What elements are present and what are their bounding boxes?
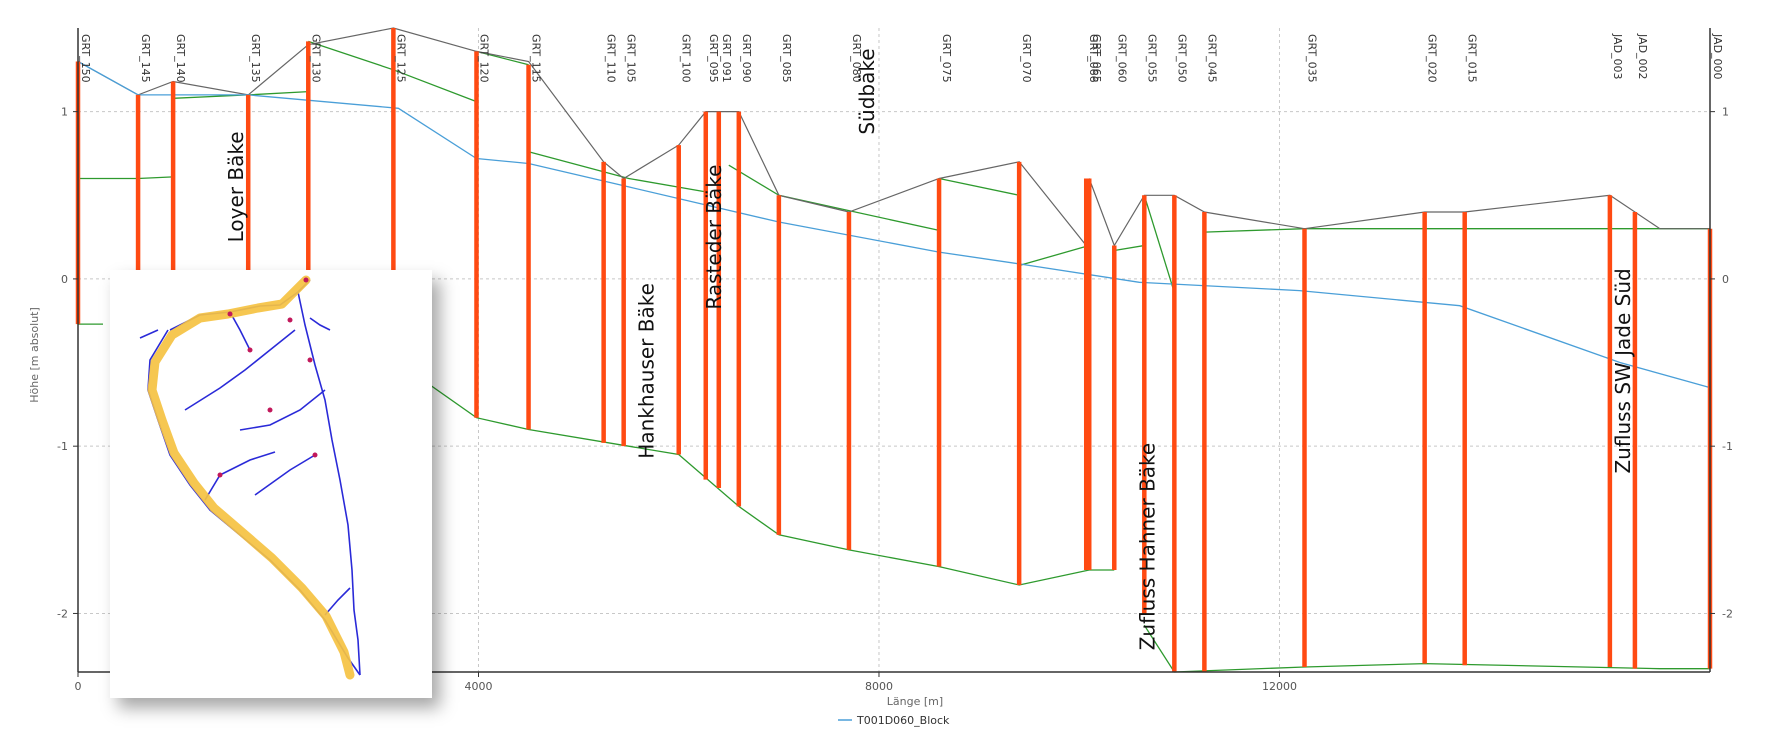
x-axis-label: Länge [m] bbox=[887, 695, 943, 708]
map-marker bbox=[217, 472, 223, 478]
section-label: GRT_066 bbox=[1087, 34, 1100, 83]
section-label: GRT_075 bbox=[940, 34, 953, 83]
map-marker bbox=[307, 357, 313, 363]
section-label: GRT_085 bbox=[780, 34, 793, 83]
river-annotation: Rasteder Bäke bbox=[702, 165, 726, 310]
river-annotation: Hankhauser Bäke bbox=[635, 283, 659, 459]
river-annotation: Zufluss SW Jade Süd bbox=[1611, 268, 1635, 473]
section-label: GRT_145 bbox=[139, 34, 152, 83]
y-tick-label-left: 1 bbox=[61, 106, 68, 119]
network-branch bbox=[309, 317, 331, 331]
map-marker bbox=[247, 347, 253, 353]
network-branch bbox=[297, 291, 361, 676]
map-marker bbox=[312, 452, 318, 458]
river-annotation: Zufluss Hahner Bäke bbox=[1135, 443, 1159, 651]
section-label: GRT_105 bbox=[625, 34, 638, 83]
y-tick-label-left: -2 bbox=[57, 607, 68, 620]
section-label: JAD_003 bbox=[1611, 33, 1624, 80]
bank-line-segment bbox=[1019, 244, 1090, 267]
section-label: GRT_015 bbox=[1466, 34, 1479, 83]
network-branch bbox=[139, 329, 159, 339]
legend: T001D060_Block bbox=[838, 714, 950, 727]
bank-line-segment bbox=[78, 176, 174, 180]
section-label: GRT_070 bbox=[1020, 34, 1033, 83]
map-marker bbox=[287, 317, 293, 323]
section-label: GRT_125 bbox=[394, 34, 407, 83]
map-marker bbox=[227, 311, 233, 317]
section-label: GRT_095 bbox=[707, 34, 720, 83]
y-tick-label-left: 0 bbox=[61, 273, 68, 286]
section-label: GRT_120 bbox=[477, 34, 490, 83]
section-label: GRT_050 bbox=[1175, 34, 1188, 83]
network-branch bbox=[184, 329, 296, 411]
y-tick-label-right: 1 bbox=[1722, 106, 1729, 119]
bank-line-segment bbox=[728, 164, 940, 232]
section-label: GRT_035 bbox=[1306, 34, 1319, 83]
section-label: GRT_045 bbox=[1205, 34, 1218, 83]
section-label: GRT_080 bbox=[850, 34, 863, 83]
section-label: GRT_140 bbox=[174, 34, 187, 83]
y-tick-label-right: -1 bbox=[1722, 440, 1733, 453]
section-label: GRT_020 bbox=[1426, 34, 1439, 83]
section-label: GRT_090 bbox=[740, 34, 753, 83]
river-annotation: Südbäke bbox=[855, 48, 879, 134]
y-tick-label-right: 0 bbox=[1722, 273, 1729, 286]
section-label: GRT_060 bbox=[1115, 34, 1128, 83]
section-label: GRT_100 bbox=[680, 34, 693, 83]
section-label: GRT_135 bbox=[249, 34, 262, 83]
x-tick-label: 12000 bbox=[1262, 680, 1297, 693]
network-branch bbox=[204, 451, 276, 501]
section-label: GRT_150 bbox=[79, 34, 92, 83]
section-label: GRT_055 bbox=[1145, 34, 1158, 83]
y-tick-label-right: -2 bbox=[1722, 607, 1733, 620]
bank-line-segment bbox=[938, 177, 1020, 196]
bank-line-segment bbox=[1143, 195, 1175, 293]
section-label: GRT_110 bbox=[605, 34, 618, 83]
map-marker bbox=[267, 407, 273, 413]
network-branch bbox=[254, 454, 316, 496]
bed-line-segment bbox=[393, 358, 1115, 586]
x-tick-label: 8000 bbox=[865, 680, 893, 693]
network-branch bbox=[229, 311, 251, 351]
section-labels: GRT_150 GRT_145 GRT_140 GRT_135 GRT_130 GRT_1… bbox=[79, 33, 1724, 83]
annotations: Loyer Bäke Südbäke Hankhauser Bäke Rasteder… bbox=[224, 48, 1635, 650]
map-marker bbox=[303, 277, 309, 283]
river-annotation: Loyer Bäke bbox=[224, 131, 248, 242]
y-axis-label: Höhe [m absolut] bbox=[28, 307, 41, 403]
section-label: GRT_065 bbox=[1090, 34, 1103, 83]
network-branch bbox=[239, 389, 326, 431]
river-network-map bbox=[139, 275, 361, 680]
network-branch bbox=[324, 587, 351, 616]
section-label: GRT_130 bbox=[309, 34, 322, 83]
bank-line-segment bbox=[1114, 244, 1145, 252]
river-network-map-inset bbox=[110, 270, 432, 698]
y-tick-label-left: -1 bbox=[57, 440, 68, 453]
legend-label: T001D060_Block bbox=[856, 714, 950, 727]
x-tick-label: 0 bbox=[75, 680, 82, 693]
highlighted-route bbox=[147, 275, 355, 680]
section-label: JAD_002 bbox=[1636, 33, 1649, 80]
section-label: JAD_000 bbox=[1711, 33, 1724, 80]
x-tick-label: 4000 bbox=[464, 680, 492, 693]
bed-line-segment bbox=[1143, 624, 1710, 673]
section-label: GRT_091 bbox=[720, 34, 733, 83]
section-label: GRT_115 bbox=[530, 34, 543, 83]
